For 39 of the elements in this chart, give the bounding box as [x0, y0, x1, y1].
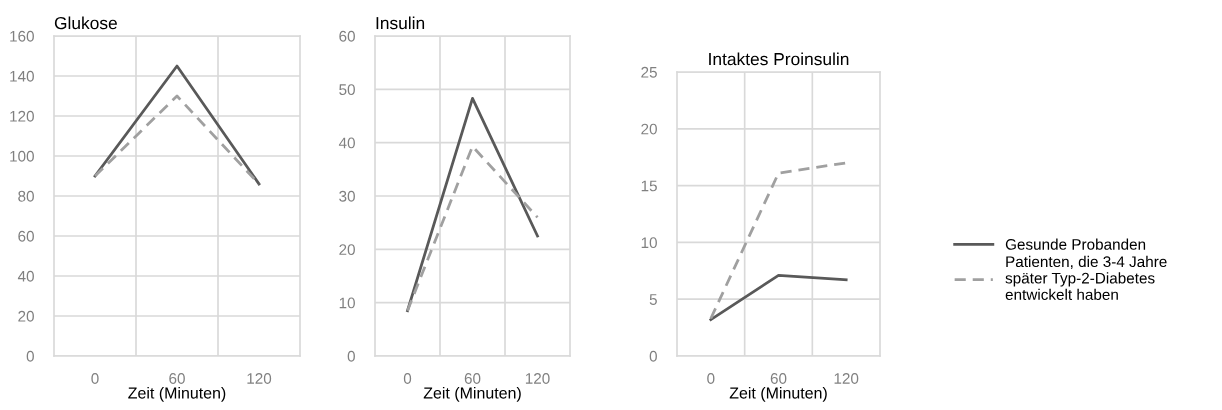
x-tick-label: 0 [91, 373, 99, 384]
x-tick-label: 60 [770, 373, 787, 384]
legend-label: Gesunde Probanden [1005, 238, 1146, 250]
y-tick-label: 20 [641, 123, 657, 135]
chart-title: Intaktes Proinsulin [709, 52, 849, 66]
x-tick-label: 120 [247, 373, 272, 384]
legend-label: Patienten, die 3-4 Jahre später Typ-2-Diabetes entwickelt haben [1005, 255, 1167, 301]
x-tick-label: 120 [834, 373, 859, 384]
y-tick-label: 140 [10, 70, 34, 82]
y-tick-label: 80 [18, 190, 34, 202]
y-tick-label: 20 [18, 310, 34, 322]
chart-title: Insulin [376, 16, 425, 30]
y-tick-label: 0 [649, 350, 657, 362]
y-tick-label: 0 [26, 350, 34, 362]
y-tick-label: 60 [339, 30, 355, 42]
y-tick-label: 160 [10, 30, 34, 42]
y-tick-label: 5 [649, 294, 657, 305]
y-tick-label: 25 [641, 66, 657, 78]
y-tick-label: 10 [641, 237, 657, 249]
y-tick-label: 50 [339, 84, 355, 96]
y-tick-label: 120 [10, 110, 34, 122]
y-tick-label: 60 [18, 230, 34, 242]
y-tick-label: 10 [339, 297, 355, 309]
x-tick-label: 60 [169, 373, 185, 384]
x-tick-label: 60 [464, 373, 481, 384]
y-tick-label: 40 [17, 270, 34, 282]
x-axis-title: Zeit (Minuten) [729, 386, 827, 402]
x-axis-title: Zeit (Minuten) [128, 386, 226, 402]
y-tick-label: 100 [10, 150, 34, 162]
y-tick-label: 30 [339, 190, 355, 202]
y-tick-label: 40 [338, 137, 355, 149]
x-tick-label: 120 [525, 373, 550, 384]
y-tick-label: 0 [347, 350, 355, 362]
y-tick-label: 20 [339, 244, 355, 256]
x-tick-label: 0 [403, 373, 412, 384]
chart-title: Glukose [54, 16, 117, 30]
x-tick-label: 0 [707, 373, 715, 384]
y-tick-label: 15 [641, 180, 657, 192]
x-axis-title: Zeit (Minuten) [423, 386, 521, 402]
